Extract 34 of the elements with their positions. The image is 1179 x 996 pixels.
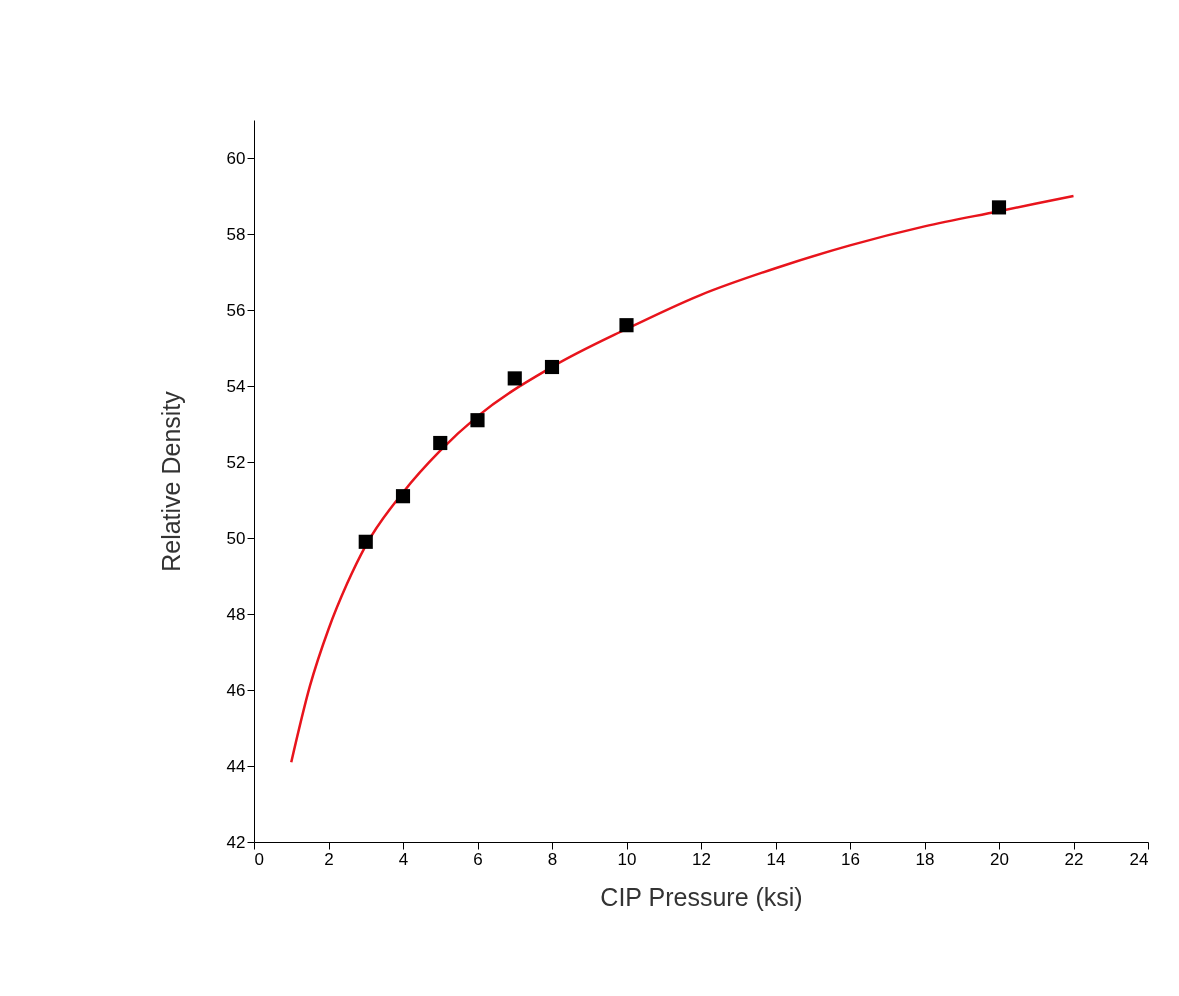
- y-tick-label: 52: [226, 452, 246, 472]
- x-tick-label: 2: [324, 849, 334, 869]
- point: [433, 435, 448, 451]
- x-tick-label: 0: [254, 849, 264, 869]
- point: [507, 371, 522, 386]
- y-tick-label: 46: [226, 680, 246, 700]
- y-tick-label: 54: [226, 376, 246, 396]
- x-tick-label: 16: [841, 849, 860, 869]
- point: [395, 489, 411, 504]
- x-tick-label: 8: [547, 849, 558, 869]
- point: [619, 318, 634, 333]
- y-tick-label: 44: [226, 756, 246, 776]
- x-tick-label: 12: [692, 849, 711, 869]
- x-tick-label: 18: [915, 849, 935, 869]
- y-axis-title: Relative Density: [156, 390, 185, 572]
- x-tick-label: 4: [398, 849, 409, 869]
- line-series: [290, 194, 1075, 764]
- x-tick-label: 22: [1064, 849, 1084, 869]
- y-tick-label: 58: [226, 224, 246, 244]
- point: [991, 200, 1007, 215]
- x-tick-label: 10: [617, 849, 637, 869]
- y-tick-label: 50: [226, 528, 246, 548]
- point: [358, 534, 373, 549]
- y-tick-label: 60: [226, 148, 246, 168]
- point: [470, 413, 485, 428]
- y-tick-label: 42: [226, 832, 246, 852]
- x-tick-label: 24: [1129, 849, 1149, 869]
- x-tick-label: 14: [766, 849, 786, 869]
- y-tick-label: 56: [226, 300, 246, 320]
- x-axis-title: CIP Pressure (ksi): [600, 882, 803, 911]
- x-tick-label: 6: [473, 849, 483, 869]
- point: [544, 359, 560, 375]
- y-tick-label: 48: [226, 604, 246, 624]
- x-tick-label: 20: [990, 849, 1009, 869]
